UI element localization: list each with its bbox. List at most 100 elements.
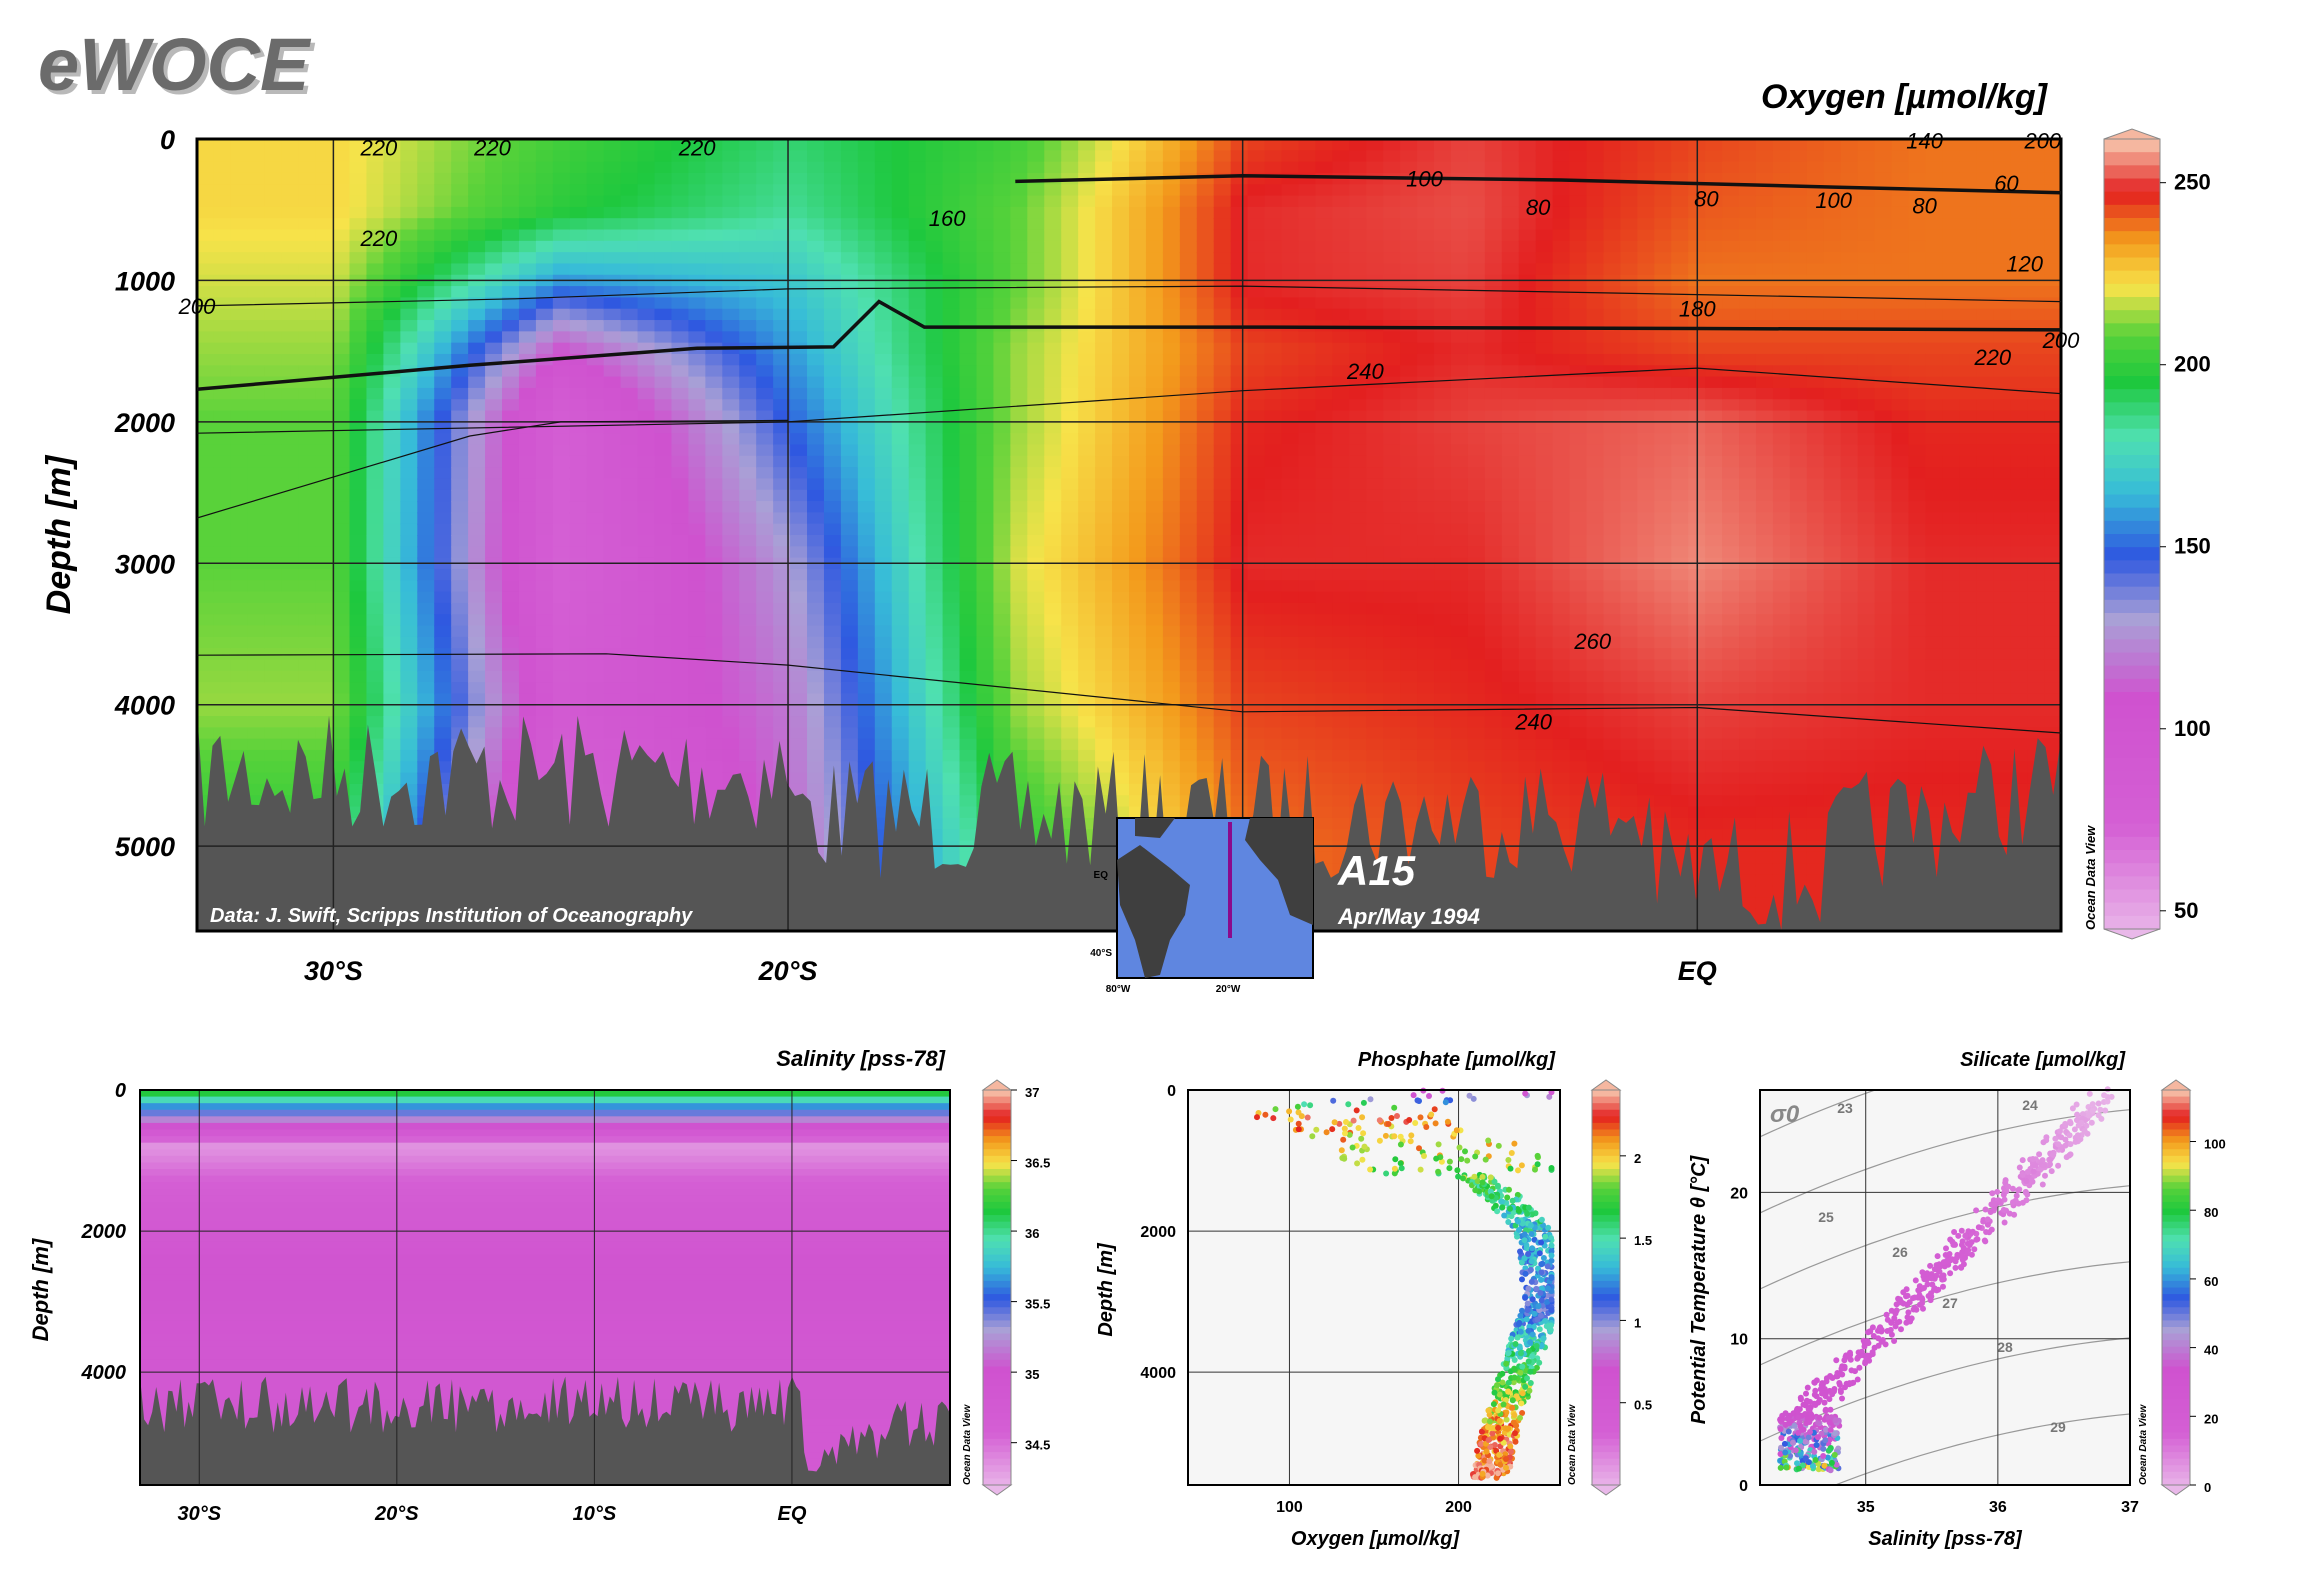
oxygen-cell bbox=[1383, 636, 1402, 650]
oxygen-cell bbox=[434, 546, 453, 559]
oxygen-cell bbox=[1078, 331, 1097, 344]
oxygen-cell bbox=[891, 636, 910, 650]
oxygen-cell bbox=[654, 602, 673, 616]
oxygen-cell bbox=[1315, 252, 1334, 265]
oxygen-cell bbox=[1366, 252, 1385, 265]
oxygen-cell bbox=[1145, 704, 1164, 718]
oxygen-cell bbox=[1095, 614, 1114, 627]
oxygen-cell bbox=[230, 535, 249, 548]
oxygen-cell bbox=[502, 206, 520, 220]
oxygen-cell bbox=[518, 444, 537, 457]
oxygen-cell bbox=[417, 410, 436, 423]
oxygen-cell bbox=[1332, 161, 1351, 174]
oxygen-cell bbox=[518, 467, 537, 480]
oxygen-cell bbox=[1247, 625, 1266, 638]
oxygen-cell bbox=[705, 365, 724, 378]
oxygen-cell bbox=[535, 636, 554, 650]
oxygen-cell bbox=[485, 252, 504, 265]
oxygen-cell bbox=[671, 693, 690, 706]
oxygen-cell bbox=[485, 139, 504, 152]
oxygen-cell bbox=[1027, 229, 1046, 242]
oxygen-cell bbox=[739, 421, 758, 435]
oxygen-cell bbox=[213, 670, 232, 684]
oxygen-cell bbox=[908, 297, 927, 310]
oxygen-cell bbox=[1196, 455, 1215, 469]
oxygen-cell bbox=[400, 161, 419, 174]
oxygen-cell bbox=[213, 682, 232, 695]
oxygen-cell bbox=[1213, 342, 1232, 355]
oxygen-cell bbox=[213, 365, 232, 378]
oxygen-cell bbox=[535, 602, 554, 616]
oxygen-cell bbox=[739, 365, 758, 378]
oxygen-cell bbox=[773, 568, 792, 582]
oxygen-cell bbox=[1230, 568, 1249, 582]
oxygen-cell bbox=[603, 365, 622, 378]
oxygen-cell bbox=[823, 353, 842, 367]
oxygen-cell bbox=[1213, 670, 1232, 684]
oxygen-cell bbox=[349, 614, 368, 627]
oxygen-cell bbox=[993, 387, 1012, 401]
oxygen-cell bbox=[959, 376, 978, 389]
oxygen-cell bbox=[366, 399, 385, 412]
oxygen-cell bbox=[1044, 399, 1063, 412]
oxygen-cell bbox=[807, 365, 825, 378]
oxygen-cell bbox=[451, 602, 470, 616]
oxygen-cell bbox=[434, 297, 453, 310]
oxygen-cell bbox=[1230, 342, 1249, 355]
oxygen-cell bbox=[1349, 568, 1368, 582]
oxygen-cell bbox=[1315, 783, 1334, 797]
oxygen-cell bbox=[840, 161, 859, 174]
oxygen-cell bbox=[671, 320, 690, 333]
oxygen-cell bbox=[823, 455, 842, 469]
oxygen-cell bbox=[1298, 625, 1317, 638]
oxygen-cell bbox=[1145, 150, 1164, 163]
oxygen-cell bbox=[1010, 150, 1029, 163]
oxygen-cell bbox=[1129, 297, 1147, 310]
oxygen-cell bbox=[891, 297, 910, 310]
oxygen-cell bbox=[1044, 512, 1063, 525]
oxygen-cell bbox=[315, 218, 334, 231]
oxygen-cell bbox=[1366, 195, 1385, 208]
oxygen-cell bbox=[840, 308, 859, 322]
oxygen-cell bbox=[976, 648, 995, 661]
oxygen-cell bbox=[722, 716, 741, 729]
oxygen-cell bbox=[298, 365, 317, 378]
oxygen-cell bbox=[230, 467, 249, 480]
oxygen-cell bbox=[1315, 749, 1334, 763]
oxygen-cell bbox=[993, 478, 1012, 491]
oxygen-cell bbox=[1010, 172, 1029, 186]
oxygen-cell bbox=[468, 659, 487, 672]
oxygen-cell bbox=[1247, 184, 1266, 197]
oxygen-cell bbox=[959, 421, 978, 435]
oxygen-cell bbox=[552, 455, 571, 469]
oxygen-cell bbox=[1264, 218, 1283, 231]
oxygen-cell bbox=[807, 229, 825, 242]
oxygen-cell bbox=[264, 749, 283, 763]
oxygen-cell bbox=[654, 206, 673, 220]
oxygen-cell bbox=[1247, 602, 1266, 616]
oxygen-cell bbox=[1179, 580, 1198, 593]
oxygen-cell bbox=[1298, 172, 1317, 186]
oxygen-cell bbox=[586, 659, 605, 672]
oxygen-cell bbox=[823, 421, 842, 435]
oxygen-cell bbox=[756, 410, 775, 423]
oxygen-cell bbox=[840, 320, 859, 333]
oxygen-cell bbox=[1179, 410, 1198, 423]
oxygen-cell bbox=[722, 195, 741, 208]
oxygen-cell bbox=[1247, 568, 1266, 582]
oxygen-cell bbox=[1332, 693, 1351, 706]
oxygen-cell bbox=[1027, 535, 1046, 548]
oxygen-cell bbox=[688, 467, 707, 480]
oxygen-cell bbox=[807, 761, 825, 774]
oxygen-cell bbox=[1196, 580, 1215, 593]
oxygen-cell bbox=[281, 716, 300, 729]
oxygen-cell bbox=[1162, 670, 1181, 684]
oxygen-cell bbox=[942, 546, 961, 559]
oxygen-cell bbox=[535, 218, 554, 231]
oxygen-cell bbox=[807, 308, 825, 322]
oxygen-cell bbox=[247, 353, 266, 367]
oxygen-cell bbox=[281, 455, 300, 469]
oxygen-cell bbox=[247, 546, 266, 559]
oxygen-cell bbox=[332, 184, 351, 197]
oxygen-cell bbox=[1095, 263, 1114, 276]
